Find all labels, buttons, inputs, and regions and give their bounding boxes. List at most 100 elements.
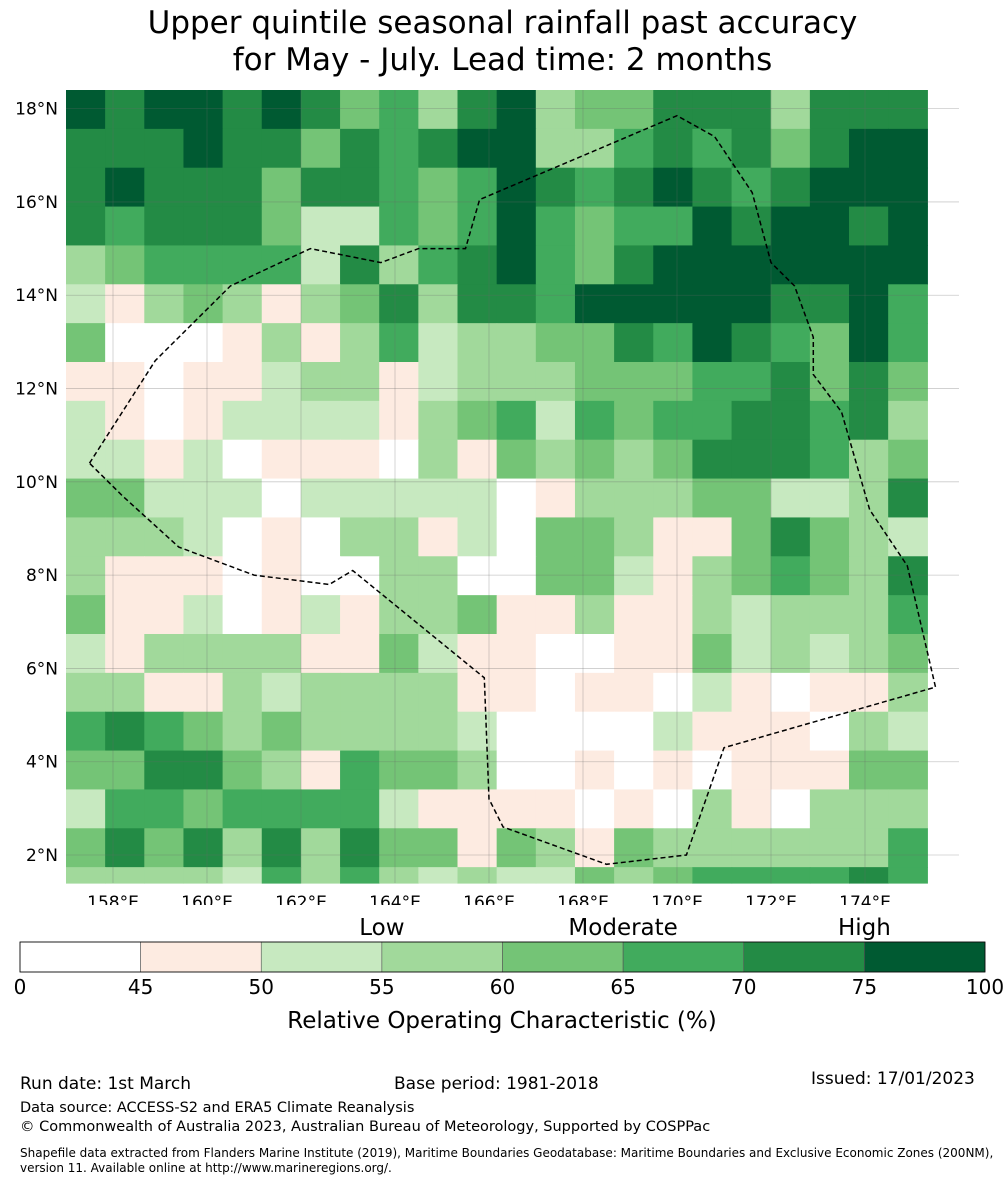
eez-boundary-line [88,114,937,866]
roc-cell [731,478,772,519]
map-axis-ticks: 158°E 160°E 162°E 164°E 166°E 168°E 170°E 172°E… [15,100,891,905]
roc-cell [809,556,850,596]
roc-cell [849,789,889,829]
longitude-tick-label: 164°E [369,893,421,905]
roc-cell [457,400,498,441]
roc-cell [809,750,850,791]
roc-cell [457,167,498,208]
roc-cell [340,867,380,884]
roc-cell [849,478,889,519]
roc-cell [496,828,537,868]
roc-cell [183,556,224,596]
roc-cell [457,284,498,324]
legend-category-labels: Low Moderate High [359,915,891,941]
roc-cell [731,245,772,285]
roc-cell [144,128,185,169]
roc-cell [692,750,733,791]
roc-cell [692,634,733,674]
roc-cell [222,867,263,884]
legend-category-label: Moderate [568,915,677,941]
roc-cell [418,439,459,480]
roc-cell [457,789,498,829]
roc-cell [222,478,263,519]
roc-cell [496,284,537,324]
roc-cell [66,517,106,557]
roc-cell [105,439,145,480]
roc-cell [105,128,145,169]
roc-cell [379,323,419,363]
roc-cell [574,828,615,868]
roc-cell [888,323,928,363]
roc-cell [770,439,811,480]
roc-cell [261,439,302,480]
roc-cell [614,167,654,208]
roc-cell [849,828,889,868]
roc-cell [457,439,498,480]
roc-cell [300,672,341,713]
roc-cell [300,828,341,868]
roc-cell [222,517,263,557]
roc-cell [457,128,498,169]
roc-cell [731,284,772,324]
roc-cell [340,128,380,169]
roc-cell [888,750,928,791]
longitude-tick-label: 172°E [745,893,797,905]
roc-cell [105,245,145,285]
roc-cell [418,478,459,519]
legend-bin [381,941,503,973]
legend-bin [260,941,383,973]
roc-cell [653,634,694,674]
roc-cell [731,789,772,829]
roc-cell [692,478,733,519]
roc-cell [535,867,576,884]
map-title-line-1: Upper quintile seasonal rainfall past ac… [147,5,858,41]
roc-cell [731,595,772,635]
legend-color-bins [19,941,986,973]
roc-cell [849,595,889,635]
roc-cell [614,634,654,674]
roc-cell [653,323,694,363]
roc-cell [418,517,459,557]
roc-cell [300,478,341,519]
roc-cell [300,595,341,635]
roc-cell [653,400,694,441]
roc-cell [66,828,106,868]
legend-tick-label: 0 [14,975,27,999]
roc-cell [183,634,224,674]
roc-cell [770,556,811,596]
roc-cell [849,362,889,402]
roc-cell [66,167,106,208]
roc-cell [692,556,733,596]
roc-cell [535,245,576,285]
roc-cell [183,672,224,713]
roc-cell [849,206,889,247]
roc-cell [261,128,302,169]
roc-cell [105,556,145,596]
roc-cell [418,750,459,791]
roc-cell [535,439,576,480]
roc-cell [300,867,341,884]
roc-cell [457,517,498,557]
roc-cell [340,284,380,324]
roc-cell [222,711,263,752]
roc-cell [888,711,928,752]
roc-cell [849,400,889,441]
roc-cell [340,789,380,829]
roc-cell [614,828,654,868]
roc-cell [66,711,106,752]
roc-cell [692,789,733,829]
roc-cell [653,867,694,884]
roc-cell [574,867,615,884]
roc-cell [692,595,733,635]
roc-cell [888,167,928,208]
roc-cell [340,672,380,713]
roc-cell [418,128,459,169]
roc-cell [261,595,302,635]
shapefile-credit-line-1: Shapefile data extracted from Flanders M… [20,1146,994,1160]
roc-cell [183,128,224,169]
roc-cell [574,672,615,713]
copyright: © Commonwealth of Australia 2023, Austra… [20,1119,711,1135]
roc-cell [614,400,654,441]
roc-cell [574,167,615,208]
roc-cell [66,128,106,169]
